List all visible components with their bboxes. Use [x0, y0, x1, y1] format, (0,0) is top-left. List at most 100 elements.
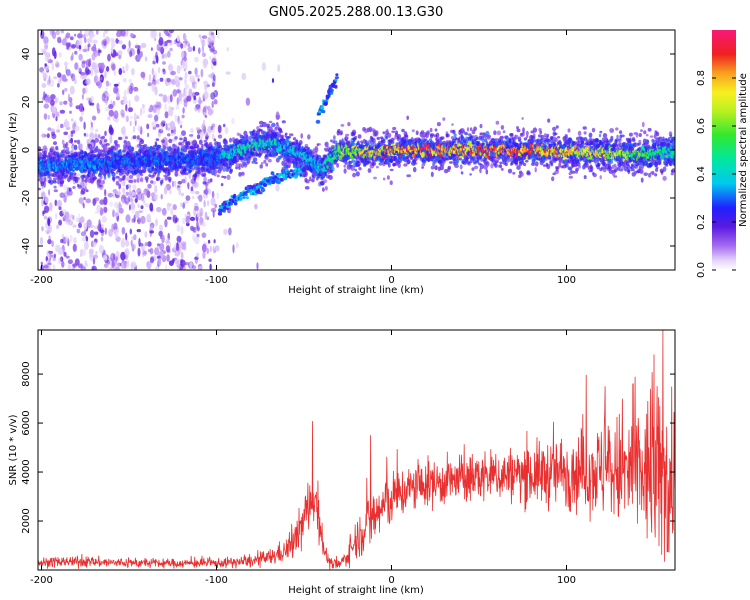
spectrogram-noise-cell [142, 104, 145, 109]
spectrogram-trace-cell [324, 141, 329, 147]
spectrogram-trace-cell [196, 170, 201, 175]
spectrogram-noise-cell [203, 80, 209, 86]
spectrogram-trace-cell [66, 146, 70, 151]
spectrogram-trace-cell [223, 175, 227, 179]
spectrogram-noise-cell [117, 50, 123, 55]
spectrogram-noise-cell [69, 110, 72, 114]
spectrogram-noise-cell [178, 120, 183, 125]
spectrogram-noise-cell [159, 242, 165, 252]
spectrogram-noise-cell [209, 245, 212, 253]
spectrogram-noise-cell [181, 50, 185, 59]
spectrogram-trace-cell [223, 140, 228, 145]
spectrogram-noise-cell [115, 38, 119, 44]
spectrogram-noise-cell [69, 85, 75, 95]
spectrogram-trace-cell [145, 146, 150, 151]
spectrogram-noise-cell [208, 188, 212, 195]
spectrogram-noise-cell [153, 193, 159, 201]
spectrogram-trace-cell [262, 121, 267, 128]
spectrogram-noise-cell [72, 243, 77, 252]
spectrogram-noise-cell [187, 43, 191, 48]
spectrogram-noise-cell [174, 259, 180, 265]
spectrogram-noise-cell [99, 68, 103, 73]
spectrogram-noise-cell [125, 104, 128, 112]
spectrogram-noise-cell [154, 247, 160, 256]
spectrogram-noise-cell [70, 118, 74, 122]
spectrogram-trace-cell [62, 143, 67, 149]
spectrogram-trace-cell [376, 136, 381, 140]
spectrogram-noise-cell [162, 61, 166, 65]
spectrogram-noise-cell [130, 263, 134, 270]
spectrogram-noise-cell [61, 38, 67, 46]
spectrogram-noise-cell [96, 204, 101, 213]
spectrogram-trace-cell [94, 138, 100, 143]
spectrogram-noise-cell [65, 218, 71, 223]
spectrogram-noise-cell [103, 30, 108, 35]
spectrogram-noise-cell [109, 201, 113, 208]
spectrogram-noise-cell [106, 66, 110, 72]
spectrogram-noise-cell [209, 56, 212, 60]
spectrogram-noise-cell [108, 228, 113, 237]
spectrogram-noise-cell [128, 85, 133, 95]
spectrogram-noise-cell [180, 258, 183, 264]
spectrogram-noise-cell [189, 75, 195, 83]
spectrogram-noise-cell [172, 204, 177, 211]
spectrogram-noise-cell [58, 78, 62, 84]
spectrogram-noise-cell [169, 94, 173, 103]
spectrogram-noise-cell [65, 255, 70, 259]
spectrogram-noise-cell [157, 258, 162, 266]
spectrogram-noise-cell [167, 133, 171, 137]
spectrogram-noise-cell [60, 30, 65, 34]
spectrogram-noise-cell [48, 224, 52, 233]
spectrogram-noise-cell [216, 192, 219, 200]
spectrogram-noise-cell [152, 70, 157, 80]
spectrogram-trace-cell [188, 169, 193, 173]
spectrogram-noise-cell [80, 249, 83, 254]
spectrogram-noise-cell [198, 47, 201, 54]
spectrogram-noise-cell [160, 123, 163, 131]
spectrogram-noise-cell [70, 55, 74, 61]
spectrogram-noise-cell [184, 38, 188, 46]
spectrogram-noise-cell [180, 202, 183, 208]
spectrogram-noise-cell [180, 60, 183, 66]
spectrogram-noise-cell [184, 61, 188, 71]
spectrogram-noise-cell [43, 91, 46, 100]
spectrogram-noise-cell [39, 67, 45, 73]
spectrogram-noise-cell [129, 48, 135, 57]
spectrogram-noise-cell [121, 227, 126, 235]
spectrogram-noise-cell [162, 94, 168, 103]
spectrogram-noise-cell [210, 34, 216, 44]
spectrogram-noise-cell [51, 131, 55, 137]
spectrogram-noise-cell [175, 103, 180, 111]
spectrogram-noise-cell [93, 62, 99, 72]
spectrogram-noise-cell [57, 123, 60, 131]
spectrogram-noise-cell [157, 66, 161, 74]
spectrogram-noise-cell [181, 217, 186, 224]
spectrogram-noise-cell [41, 198, 44, 207]
spectrogram-noise-cell [195, 228, 198, 235]
spectrogram-noise-cell [84, 260, 88, 267]
spectrogram-noise-cell [118, 200, 121, 210]
spectrogram-trace-cell [322, 179, 328, 183]
spectrogram-noise-cell [99, 229, 105, 233]
spectrogram-trace-cell [105, 143, 110, 146]
spectrogram-trace-cell [325, 186, 328, 191]
spectrogram-trace-cell [53, 185, 57, 189]
spectrogram-noise-cell [128, 107, 133, 113]
spectrogram-noise-cell [46, 68, 50, 73]
spectrogram-trace-cell [77, 184, 82, 189]
spectrogram-noise-cell [256, 262, 259, 270]
spectrogram-trace-cell [100, 136, 104, 140]
spectrogram-noise-cell [212, 74, 216, 82]
spectrogram-trace-cell [358, 167, 362, 171]
spectrogram-noise-cell [194, 67, 198, 76]
spectrogram-noise-cell [62, 236, 67, 244]
spectrogram-trace-cell [103, 172, 107, 178]
spectrogram-noise-cell [212, 210, 215, 218]
spectrogram-noise-cell [56, 129, 61, 133]
spectrogram-noise-cell [245, 97, 251, 106]
spectrogram-noise-cell [65, 42, 71, 48]
spectrogram-noise-cell [217, 124, 222, 134]
spectrogram-noise-cell [128, 204, 131, 211]
spectrogram-noise-cell [94, 133, 98, 140]
spectrogram-noise-cell [41, 132, 45, 140]
